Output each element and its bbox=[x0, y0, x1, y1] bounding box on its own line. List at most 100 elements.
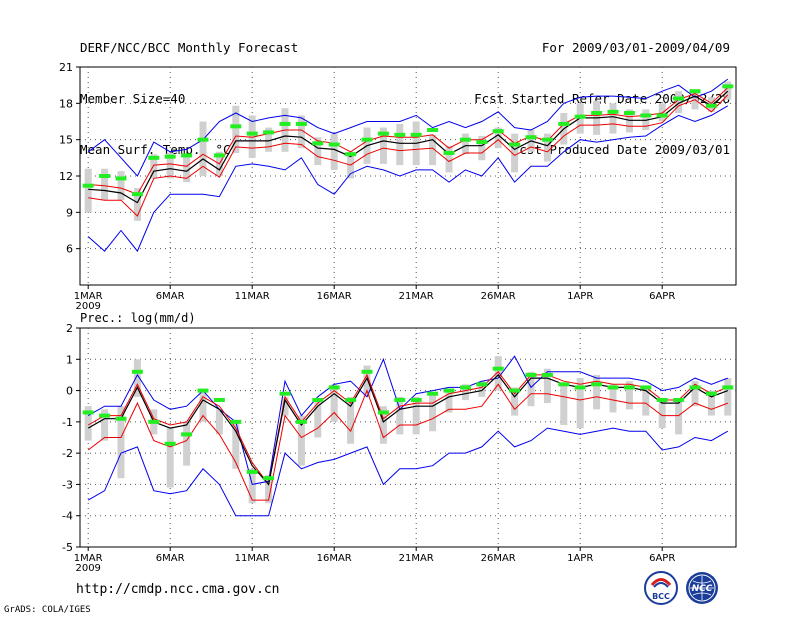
forecast-marker bbox=[574, 385, 586, 390]
forecast-marker bbox=[279, 391, 291, 396]
x-tick-label: 21MAR bbox=[399, 291, 434, 302]
forecast-marker bbox=[705, 391, 717, 396]
spread-bar bbox=[494, 127, 502, 149]
spread-bar bbox=[183, 155, 191, 183]
forecast-marker bbox=[164, 441, 176, 446]
forecast-marker bbox=[312, 141, 324, 146]
forecast-marker bbox=[377, 410, 389, 415]
forecast-marker bbox=[131, 192, 143, 197]
spread-bar bbox=[396, 396, 404, 435]
y-tick-label: 6 bbox=[66, 243, 73, 256]
y-tick-label: -3 bbox=[62, 478, 73, 491]
forecast-marker bbox=[607, 385, 619, 390]
spread-bar bbox=[609, 384, 617, 413]
median-line bbox=[88, 90, 729, 204]
source-url[interactable]: http://cmdp.ncc.cma.gov.cn bbox=[76, 582, 280, 597]
q75-line bbox=[88, 87, 729, 195]
header-right: For 2009/03/01-2009/04/09 Fcst Started R… bbox=[474, 10, 730, 178]
spread-bar bbox=[166, 152, 174, 179]
forecast-marker bbox=[525, 135, 537, 140]
forecast-marker bbox=[115, 176, 127, 181]
forecast-marker bbox=[82, 410, 94, 415]
spread-bar bbox=[232, 105, 240, 153]
x-tick-label: 1APR bbox=[567, 291, 593, 302]
forecast-marker bbox=[525, 372, 537, 377]
forecast-marker bbox=[558, 121, 570, 126]
spread-bar bbox=[461, 133, 469, 155]
spread-bar bbox=[429, 134, 437, 166]
spread-bar bbox=[445, 145, 453, 173]
y-tick-label: 1 bbox=[66, 353, 73, 366]
spread-bar bbox=[642, 387, 650, 416]
bcc-logo: BCC bbox=[644, 571, 678, 605]
x-year-label: 2009 bbox=[75, 301, 100, 312]
spread-bar bbox=[133, 188, 141, 221]
forecast-marker bbox=[574, 114, 586, 119]
forecast-marker bbox=[689, 385, 701, 390]
spread-bar bbox=[642, 109, 650, 130]
forecast-marker bbox=[705, 103, 717, 108]
forecast-marker bbox=[689, 89, 701, 94]
forecast-marker bbox=[295, 121, 307, 126]
forecast-marker bbox=[673, 397, 685, 402]
forecast-marker bbox=[640, 385, 652, 390]
y-tick-label: -4 bbox=[62, 510, 73, 523]
forecast-marker bbox=[427, 127, 439, 132]
forecast-marker bbox=[673, 96, 685, 101]
x-tick-label: 1MAR bbox=[74, 553, 103, 564]
forecast-marker bbox=[591, 382, 603, 387]
spread-bar bbox=[117, 171, 125, 201]
forecast-marker bbox=[345, 152, 357, 157]
spread-bar bbox=[166, 428, 174, 488]
forecast-marker bbox=[509, 142, 521, 147]
spread-bar bbox=[379, 127, 387, 164]
forecast-marker bbox=[492, 129, 504, 134]
forecast-marker bbox=[377, 131, 389, 136]
spread-bar bbox=[84, 406, 92, 441]
forecast-marker bbox=[623, 111, 635, 116]
spread-bar bbox=[478, 381, 486, 397]
forecast-marker bbox=[394, 397, 406, 402]
forecast-marker bbox=[656, 113, 668, 118]
forecast-marker bbox=[558, 382, 570, 387]
y-tick-label: 18 bbox=[59, 97, 73, 110]
forecast-produced-date: Fcst Produced Date 2009/03/01 bbox=[511, 142, 730, 157]
spread-bar bbox=[281, 396, 289, 416]
y-tick-label: -5 bbox=[62, 541, 73, 554]
plot-frame bbox=[79, 66, 737, 286]
forecast-marker bbox=[722, 84, 734, 89]
forecast-marker bbox=[82, 183, 94, 188]
forecast-marker bbox=[328, 385, 340, 390]
spread-bar bbox=[199, 390, 207, 422]
forecast-marker bbox=[509, 388, 521, 393]
forecast-marker bbox=[394, 132, 406, 137]
x-tick-label: 26MAR bbox=[481, 553, 516, 564]
y-tick-label: -2 bbox=[62, 447, 73, 460]
spread-bar bbox=[576, 378, 584, 429]
y-tick-label: -1 bbox=[62, 416, 73, 429]
q25-line bbox=[88, 94, 729, 217]
forecast-marker bbox=[541, 137, 553, 142]
forecast-marker bbox=[656, 397, 668, 402]
spread-bar bbox=[543, 133, 551, 162]
forecast-marker bbox=[640, 113, 652, 118]
forecast-marker bbox=[722, 385, 734, 390]
x-tick-label: 6APR bbox=[649, 291, 675, 302]
spread-bar bbox=[363, 365, 371, 397]
forecast-marker bbox=[148, 419, 160, 424]
x-tick-label: 1APR bbox=[567, 553, 593, 564]
spread-bar bbox=[150, 154, 158, 179]
forecast-marker bbox=[99, 413, 111, 418]
x-tick-label: 1MAR bbox=[74, 291, 103, 302]
y-tick-label: 21 bbox=[59, 61, 73, 74]
forecast-marker bbox=[623, 385, 635, 390]
spread-bar bbox=[494, 356, 502, 391]
forecast-marker bbox=[312, 397, 324, 402]
forecast-marker bbox=[148, 155, 160, 160]
forecast-marker bbox=[541, 372, 553, 377]
spread-bar bbox=[691, 381, 699, 407]
spread-bar bbox=[314, 137, 322, 166]
spread-bar bbox=[511, 387, 519, 416]
spread-bar bbox=[330, 384, 338, 422]
